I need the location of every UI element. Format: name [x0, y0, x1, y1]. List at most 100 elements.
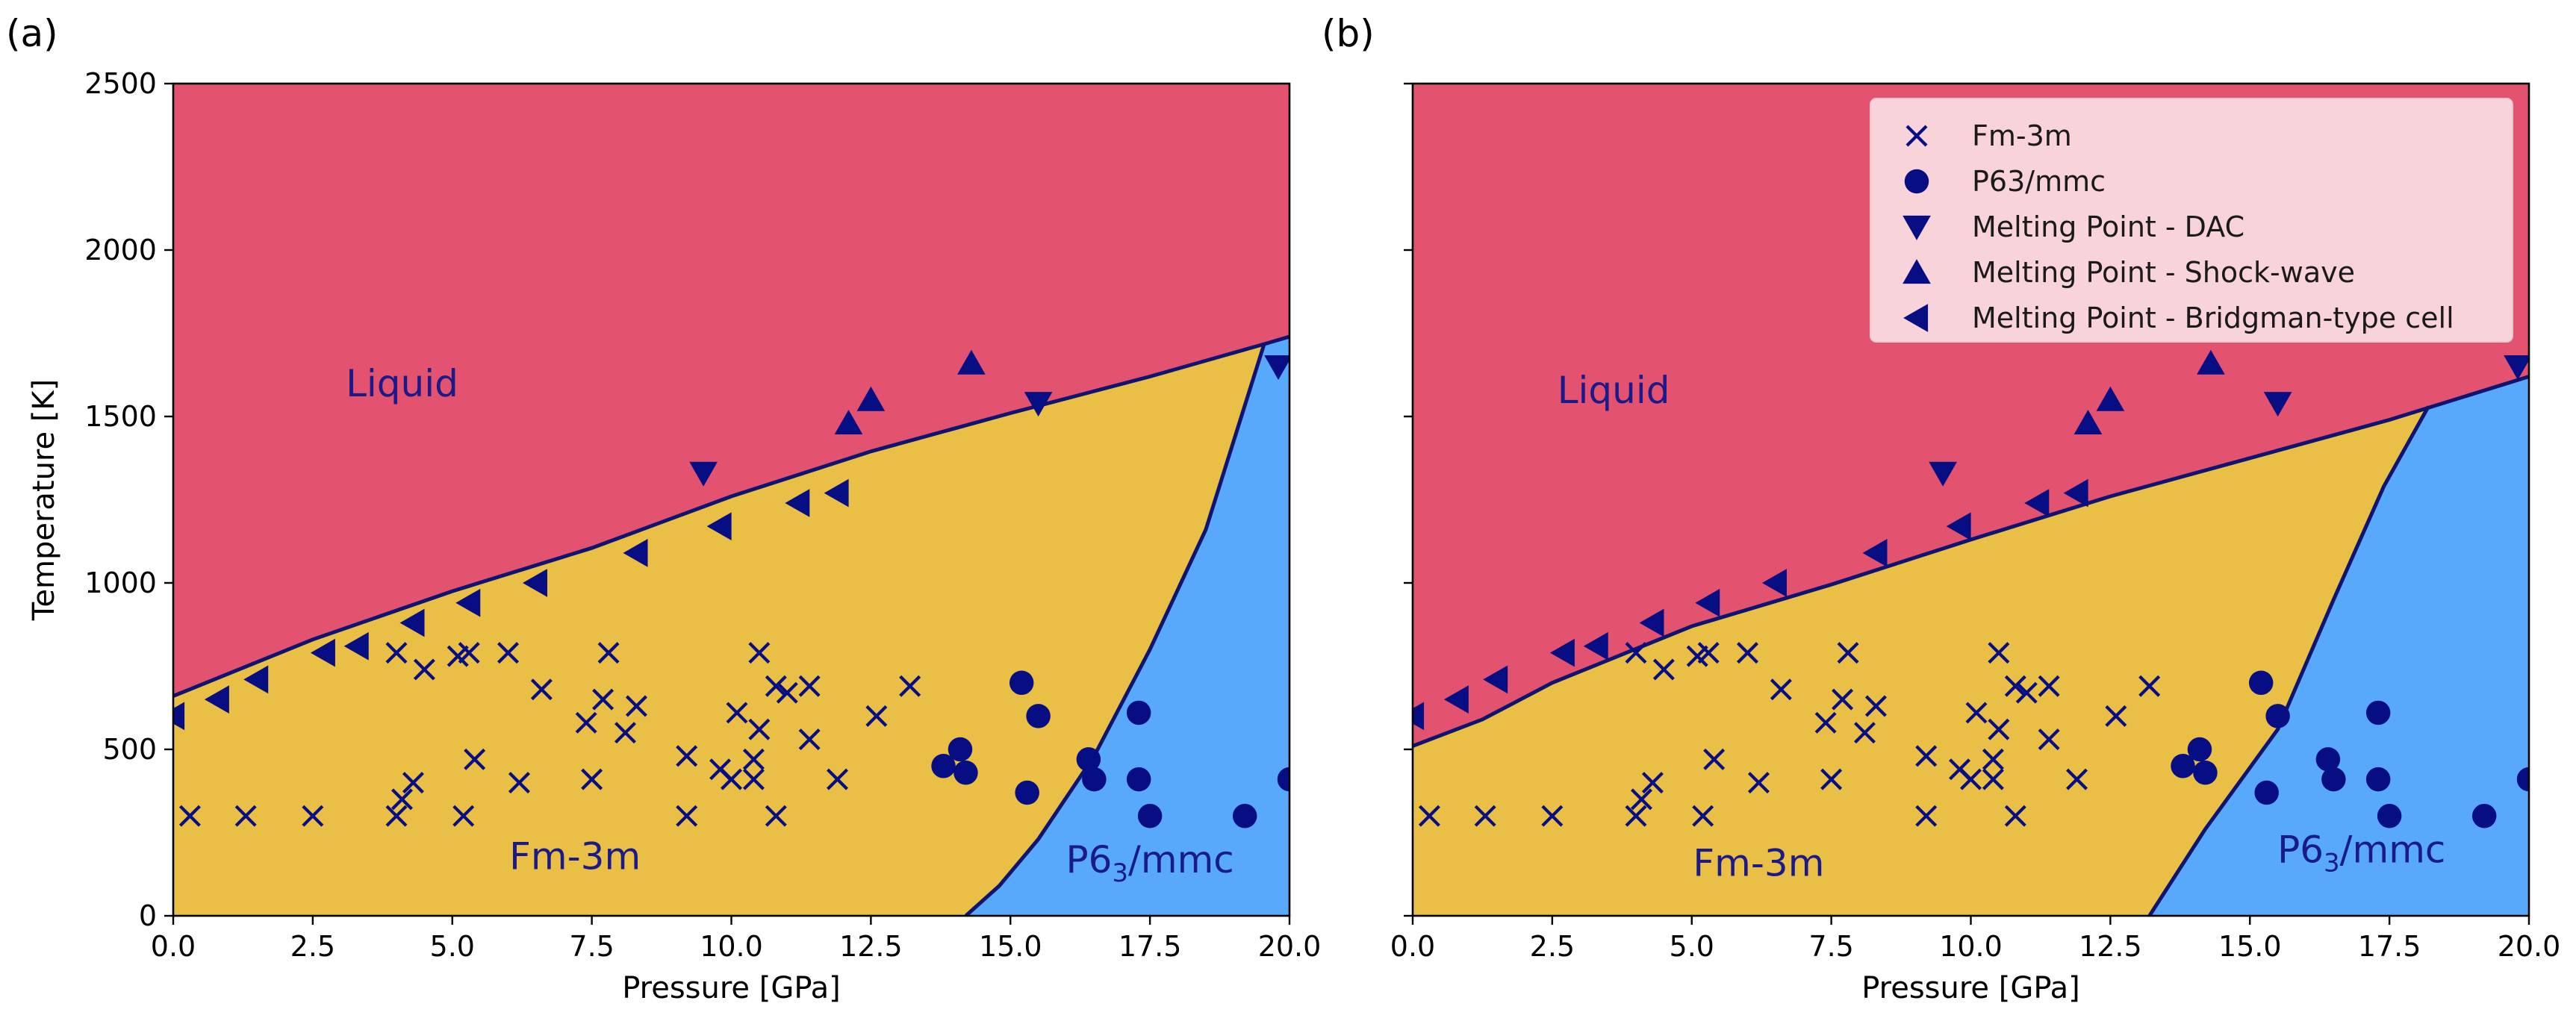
data-point [1747, 772, 1770, 794]
data-point [1853, 722, 1876, 744]
data-point [1137, 803, 1163, 828]
data-point [2073, 410, 2103, 434]
data-point [455, 588, 481, 617]
data-point [1126, 700, 1151, 725]
legend-box [1870, 98, 2513, 343]
data-point [173, 702, 185, 731]
melting-curve [173, 334, 1289, 698]
data-point [2471, 803, 2497, 828]
data-point [721, 768, 742, 790]
legend-marker [1903, 304, 1929, 332]
panel-b: Liquid Fm-3m P63/mmc 0.0 2.5 5.0 7.5 10.0 12.5 15… [1322, 12, 2560, 1005]
data-point [1625, 642, 1647, 664]
data-point [1009, 670, 1034, 696]
data-point [575, 711, 597, 734]
data-point [706, 512, 732, 541]
data-point [1862, 539, 1888, 567]
panel-a: Liquid Fm-3m P63/mmc 0.0 2.5 5.0 7.5 10.0 12.5 15… [6, 12, 1321, 1005]
legend-marker [1905, 125, 1928, 147]
data-point [2193, 760, 2218, 785]
data-point [2024, 489, 2050, 517]
data-point [948, 737, 973, 762]
data-point [1264, 355, 1289, 381]
legend-marker [1903, 259, 1931, 284]
y-tick-label: 2500 [84, 67, 157, 100]
data-point [614, 722, 636, 744]
data-point [957, 349, 986, 375]
x-tick-label: 2.5 [1530, 930, 1575, 963]
x-tick-label: 10.0 [1939, 930, 2003, 963]
x-tick-label: 5.0 [1670, 930, 1714, 963]
legend-entry: Fm-3m [1972, 119, 2072, 152]
data-point [1946, 512, 1971, 541]
data-point [1641, 772, 1664, 794]
y-tick-label: 1000 [84, 566, 157, 599]
data-point [592, 688, 615, 711]
x-tick-label: 20.0 [2498, 930, 2561, 963]
data-point [748, 642, 771, 664]
legend-marker [1904, 169, 1929, 194]
x-axis-label: Pressure [GPa] [622, 971, 841, 1005]
legend-marker [1903, 215, 1931, 240]
x-tick-label: 17.5 [1119, 930, 1182, 963]
data-point [1960, 768, 1982, 790]
series-melting-point-dac [1929, 355, 2529, 487]
data-point [1549, 638, 1575, 667]
data-point [2038, 675, 2060, 697]
x-tick-label: 0.0 [151, 930, 196, 963]
data-point [1277, 767, 1289, 792]
data-point [1929, 461, 1957, 487]
melting-curve [1413, 375, 2529, 748]
data-point [931, 754, 956, 778]
data-point [856, 386, 886, 411]
data-point [1737, 642, 1758, 664]
series-p63-mmc [2171, 670, 2529, 828]
data-point [953, 760, 978, 785]
legend-entry: Melting Point - Bridgman-type cell [1972, 302, 2454, 334]
region-label: Fm-3m [1693, 841, 1824, 884]
data-point [2004, 675, 2026, 697]
data-point [2171, 754, 2195, 778]
y-tick-label: 500 [102, 733, 157, 766]
data-point [1814, 711, 1837, 734]
data-point [2504, 355, 2529, 381]
region-label: P63/mmc [1065, 838, 1233, 888]
data-point [234, 805, 257, 827]
data-point [1541, 805, 1564, 827]
data-point [597, 642, 620, 664]
data-point [385, 805, 408, 827]
data-point [1652, 658, 1675, 681]
data-point [785, 489, 810, 517]
data-point [1770, 678, 1792, 701]
x-tick-label: 7.5 [1808, 930, 1853, 963]
data-point [623, 539, 648, 567]
data-point [676, 745, 698, 767]
legend-entry: Melting Point - DAC [1972, 210, 2244, 243]
series-p63-mmc [931, 670, 1289, 828]
data-point [2315, 747, 2341, 772]
panel-label: (b) [1322, 12, 1375, 55]
data-point [497, 642, 519, 664]
data-point [865, 705, 888, 727]
x-tick-label: 12.5 [2079, 930, 2142, 963]
data-point [1820, 768, 1843, 790]
data-point [1761, 569, 1787, 597]
data-point [508, 772, 530, 794]
x-tick-label: 17.5 [2358, 930, 2421, 963]
fm3m-region [173, 337, 1289, 916]
data-point [1837, 642, 1859, 664]
x-tick-label: 15.0 [979, 930, 1042, 963]
data-point [1625, 805, 1647, 827]
data-point [1695, 588, 1720, 617]
y-tick-label: 1500 [84, 400, 157, 433]
data-point [1418, 805, 1440, 827]
legend-entry: P63/mmc [1972, 165, 2106, 198]
series-melting-point-bridgman-type-cell [1413, 478, 2088, 731]
x-tick-label: 2.5 [290, 930, 335, 963]
y-axis-label: Temperature [K] [27, 379, 61, 622]
data-point [1413, 702, 1425, 731]
series-melting-point-bridgman-type-cell [173, 478, 849, 731]
data-point [2015, 681, 2038, 704]
data-point [1697, 642, 1720, 664]
